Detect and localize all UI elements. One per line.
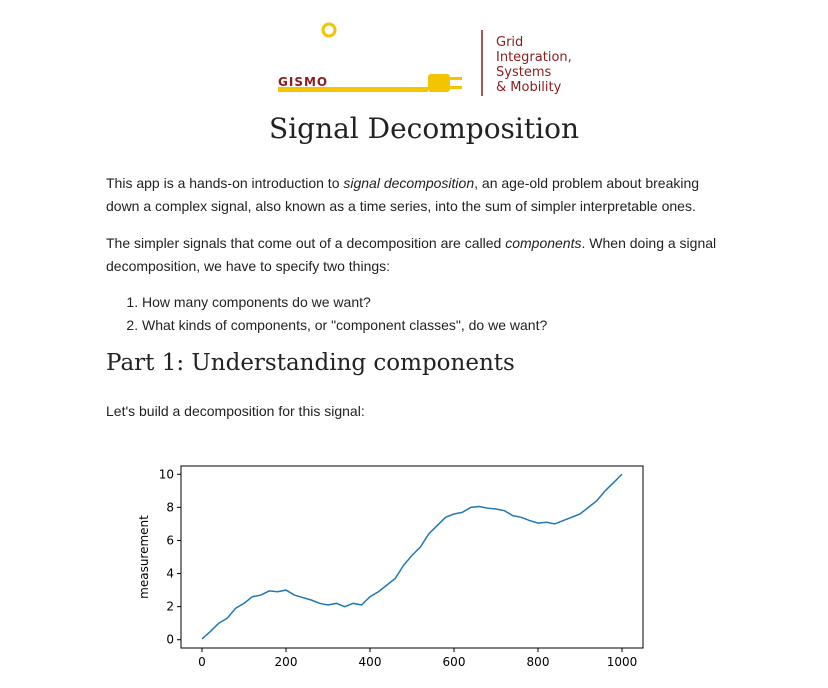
y-axis-label: measurement [137,515,151,599]
tagline-line: Grid [496,35,523,50]
logo-prong [450,86,462,89]
y-tick-label: 0 [166,633,174,647]
y-tick-label: 10 [159,467,174,481]
y-tick-label: 8 [166,500,174,514]
x-tick-label: 800 [527,655,550,669]
emphasis: components [505,235,582,251]
logo-bar [278,87,428,92]
list-item: How many components do we want? [142,291,736,314]
tagline-line: Systems [496,65,551,80]
text: , an age-old problem about breaking down… [106,175,700,214]
text: This app is a hands-on introduction to [106,175,344,191]
y-tick-label: 6 [166,533,174,547]
x-tick-label: 400 [359,655,382,669]
data-line [201,473,623,640]
list-item: What kinds of components, or "component … [142,314,736,337]
x-tick-label: 0 [198,655,206,669]
tagline-line: Integration, [496,50,572,65]
plot-frame [180,465,644,649]
logo-prong [450,77,462,80]
x-tick-label: 1000 [607,655,638,669]
paragraph: Let's build a decomposition for this sig… [106,403,365,419]
text: . When doing a signal decomposition, we … [106,235,717,274]
tagline-line: & Mobility [496,80,562,95]
text: The simpler signals that come out of a d… [106,235,506,251]
y-tick-label: 2 [166,600,174,614]
logo-name: GISMO [278,75,328,89]
paragraph: The simpler signals that come out of a d… [106,232,736,278]
x-tick-label: 200 [275,655,298,669]
chart: 0 2 4 6 8 10 0 200 400 600 800 1000 measurement [137,465,644,669]
x-tick-label: 600 [443,655,466,669]
paragraph: This app is a hands-on introduction to s… [106,172,736,218]
logo-dot [321,22,337,38]
logo-plug [428,74,450,92]
section-heading: Part 1: Understanding components [106,350,515,376]
page-title: Signal Decomposition [269,112,579,145]
list: How many components do we want? What kin… [106,291,736,337]
emphasis: signal decomposition [343,175,475,191]
y-tick-label: 4 [166,567,174,581]
